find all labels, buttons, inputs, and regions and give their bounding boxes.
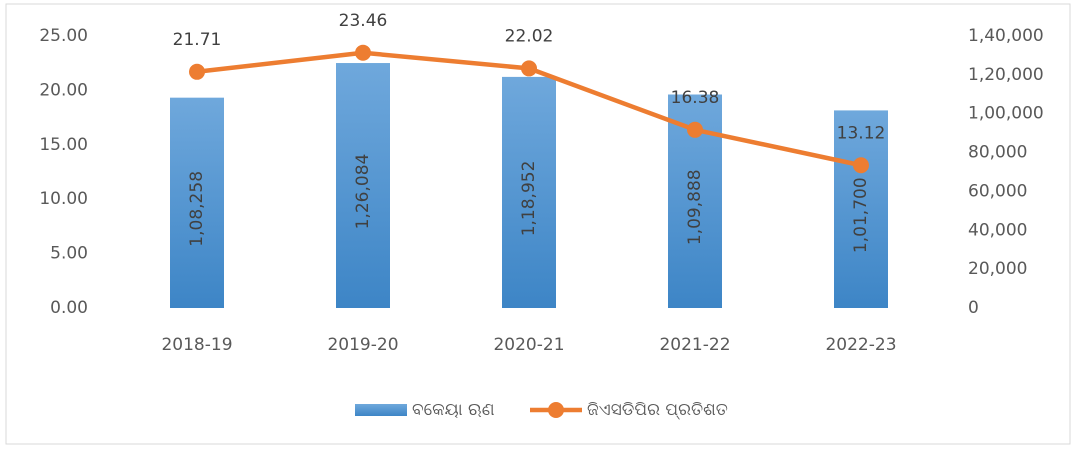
line-marker [853,157,869,174]
x-tick-label: 2019-20 [327,335,398,355]
line-value-label: 22.02 [505,26,554,46]
bar-value-label: 1,26,084 [353,154,373,230]
y-tick-label: 0.00 [50,298,88,318]
x-tick-label: 2021-22 [659,335,730,355]
legend-label: ଜିଏସଡିପିର ପ୍ରତିଶତ [587,400,728,420]
line-value-label: 13.12 [837,123,886,143]
y-tick-label: 25.00 [39,26,88,46]
legend-swatch [355,404,407,416]
y-tick-label: 10.00 [39,189,88,209]
y2-tick-label: 1,20,000 [968,65,1044,85]
y2-tick-label: 80,000 [968,143,1027,163]
y2-tick-label: 60,000 [968,181,1027,201]
bar [502,76,556,309]
bar-value-label: 1,08,258 [187,171,207,247]
bar-value-label: 1,01,700 [851,177,871,253]
legend-marker [548,402,564,418]
y-tick-label: 20.00 [39,80,88,100]
y2-tick-label: 20,000 [968,259,1027,279]
y2-tick-label: 1,00,000 [968,104,1044,124]
y2-tick-label: 1,40,000 [968,26,1044,46]
line-marker [687,121,703,138]
legend-label: ବକେୟା ଋଣ [412,400,495,420]
line-value-label: 23.46 [339,11,388,31]
bar [834,110,888,308]
y2-tick-label: 40,000 [968,220,1027,240]
line-value-label: 21.71 [173,30,222,50]
x-tick-label: 2018-19 [161,335,232,355]
line-marker [355,44,371,61]
bar-value-label: 1,18,952 [519,161,539,237]
bar-value-label: 1,09,888 [685,169,705,245]
line-marker [189,63,205,80]
bar [336,63,390,308]
x-tick-label: 2022-23 [825,335,896,355]
y-tick-label: 5.00 [50,244,88,264]
y2-tick-label: 0 [968,298,979,318]
line-value-label: 16.38 [671,88,720,108]
line-marker [521,60,537,77]
y-tick-label: 15.00 [39,135,88,155]
x-tick-label: 2020-21 [493,335,564,355]
bar [170,97,224,309]
